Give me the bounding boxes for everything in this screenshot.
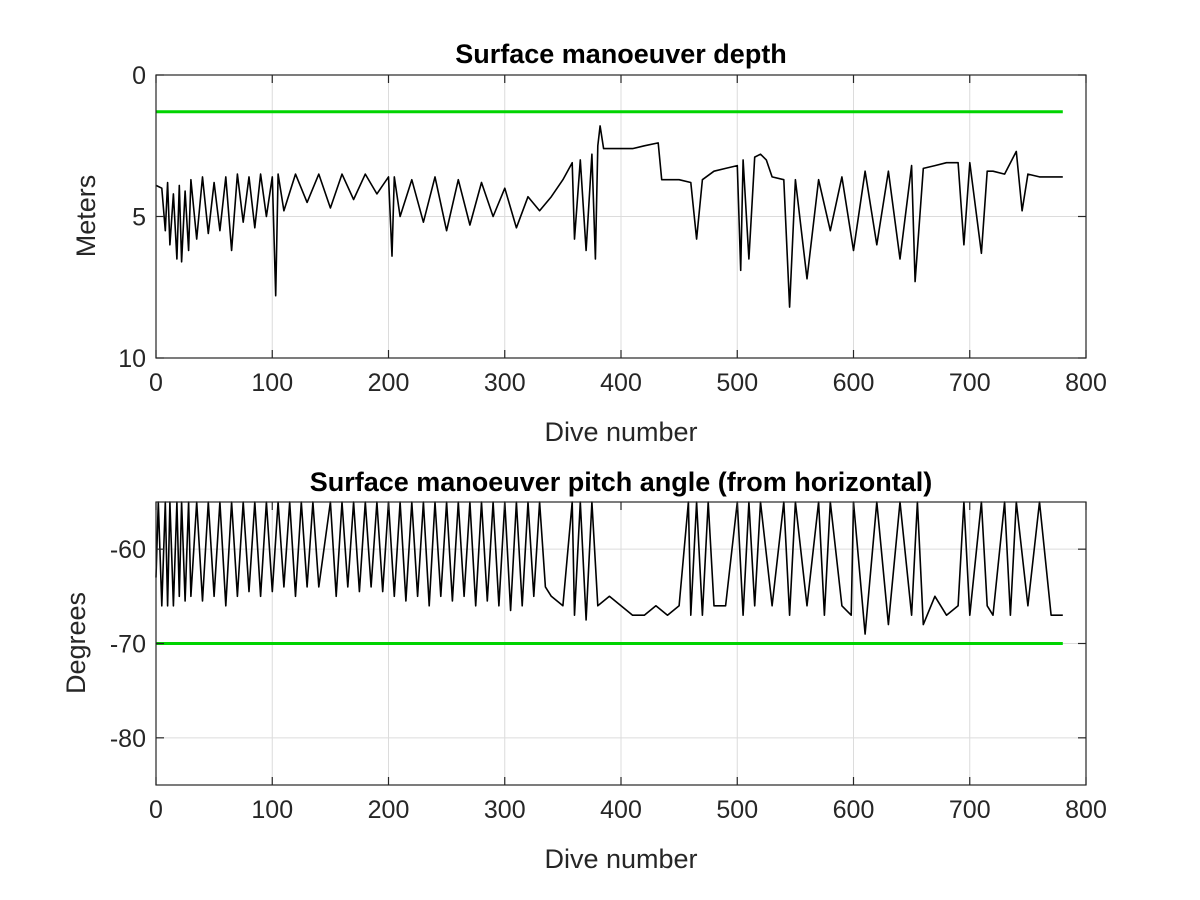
x-tick-label: 200 xyxy=(368,796,410,824)
y-axis-label: Meters xyxy=(71,175,101,258)
x-tick-label: 600 xyxy=(833,796,875,824)
x-tick-label: 400 xyxy=(600,369,642,397)
x-axis-label: Dive number xyxy=(544,417,697,447)
x-tick-label: 0 xyxy=(149,796,163,824)
chart-title: Surface manoeuver depth xyxy=(455,39,787,69)
x-tick-label: 300 xyxy=(484,796,526,824)
x-tick-label: 800 xyxy=(1065,796,1107,824)
x-tick-label: 700 xyxy=(949,369,991,397)
x-tick-label: 100 xyxy=(251,796,293,824)
grid xyxy=(155,74,1087,359)
x-tick-label: 600 xyxy=(833,369,875,397)
x-tick-label: 200 xyxy=(368,369,410,397)
x-tick-label: 700 xyxy=(949,796,991,824)
data-series-line xyxy=(155,125,1063,308)
chart-title: Surface manoeuver pitch angle (from hori… xyxy=(310,467,933,497)
y-axis-label: Degrees xyxy=(61,592,91,694)
x-tick-label: 800 xyxy=(1065,369,1107,397)
y-tick-label: -60 xyxy=(110,536,146,564)
x-tick-label: 100 xyxy=(251,369,293,397)
depth-chart: Surface manoeuver depth 0 100 200 300 400 500… xyxy=(71,39,1107,447)
y-tick-label: -80 xyxy=(110,725,146,753)
tick-group: 0 100 200 300 400 500 600 700 800 -80 -70 -60 xyxy=(110,502,1107,824)
series-group xyxy=(155,110,1063,308)
y-tick-label: 5 xyxy=(132,204,146,232)
x-tick-label: 500 xyxy=(716,796,758,824)
series-group xyxy=(155,501,1063,645)
x-axis-label: Dive number xyxy=(544,844,697,874)
x-tick-label: 0 xyxy=(149,369,163,397)
x-tick-label: 300 xyxy=(484,369,526,397)
tick-group: 0 100 200 300 400 500 600 700 800 0 5 10 xyxy=(118,62,1107,397)
x-tick-label: 400 xyxy=(600,796,642,824)
y-tick-label: 10 xyxy=(118,345,146,373)
x-tick-label: 500 xyxy=(716,369,758,397)
y-tick-label: 0 xyxy=(132,62,146,90)
y-tick-label: -70 xyxy=(110,631,146,659)
data-series-line xyxy=(155,501,1063,635)
pitch-chart: Surface manoeuver pitch angle (from hori… xyxy=(61,467,1107,874)
